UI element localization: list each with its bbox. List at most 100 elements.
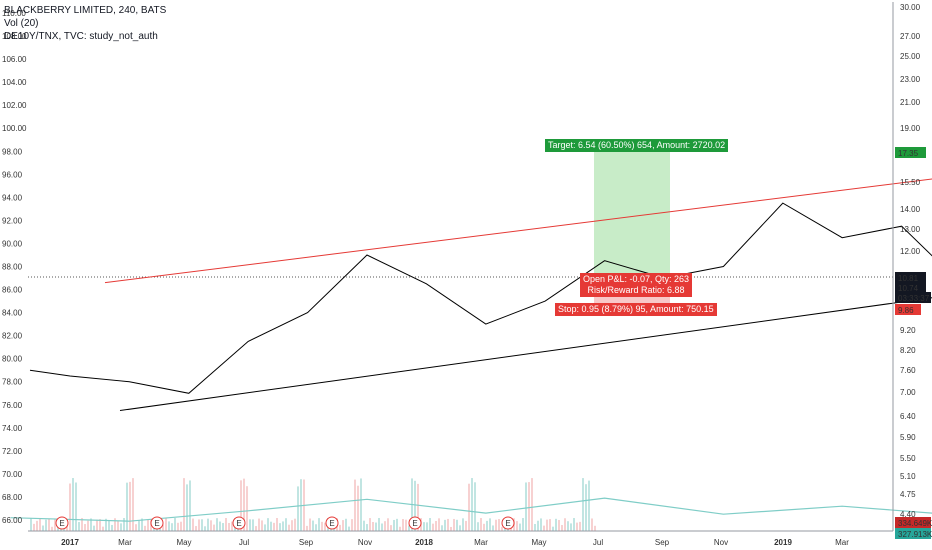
volume-bar [576,522,578,531]
volume-bar [354,479,356,531]
risk-reward-text: Risk/Reward Ratio: 6.88 [587,285,685,295]
volume-bar [348,526,350,531]
volume-bar [465,520,467,531]
volume-bar [72,478,74,531]
volume-bar [501,526,503,531]
earnings-marker-icon [325,516,339,530]
volume-bar [195,526,197,531]
volume-bar [522,518,524,531]
earnings-marker-label: E [154,519,159,528]
x-axis-tick-label: Mar [118,538,132,547]
volume-bar [432,523,434,531]
volume-bar [582,478,584,531]
volume-bar [270,521,272,531]
right-axis-tick-label: 8.20 [900,346,916,355]
volume-bar [492,525,494,531]
volume-bar [594,525,596,531]
x-axis-tick-label: Nov [714,538,728,547]
volume-bar [249,519,251,531]
volume-bar [228,522,230,531]
volume-bar [408,525,410,531]
right-axis-tick-label: 4.75 [900,490,916,499]
target-label[interactable]: Target: 6.54 (60.50%) 654, Amount: 2720.… [545,139,729,152]
left-axis-tick-label: 80.00 [2,355,23,364]
volume-bar [390,525,392,531]
volume-bar [363,520,365,531]
right-axis-tick-label: 21.00 [900,98,921,107]
volume-bar [372,521,374,531]
volume-bar [339,524,341,531]
x-axis-tick-label: 2017 [61,538,79,547]
price-tag [895,147,926,158]
right-axis-tick-label: 6.40 [900,412,916,421]
volume-bar [39,518,41,531]
legend-main-symbol[interactable]: BLACKBERRY LIMITED, 240, BATS [4,5,167,16]
volume-bar [219,521,221,531]
volume-bar [381,523,383,531]
left-axis-tick-label: 68.00 [2,493,23,502]
volume-bar [477,522,479,531]
volume-bar [393,519,395,531]
volume-bar [546,519,548,531]
volume-bar [414,480,416,531]
open-pnl-label[interactable]: Open P&L: -0.07, Qty: 263 Risk/Reward Ra… [580,273,693,297]
volume-bar [489,518,491,531]
chart-legend: BLACKBERRY LIMITED, 240, BATS Vol (20) D… [4,4,166,43]
right-axis-tick-label: 25.00 [900,52,921,61]
volume-bar [561,524,563,531]
left-axis-tick-label: 84.00 [2,309,23,318]
volume-bar [396,518,398,531]
left-axis-tick-label: 86.00 [2,286,23,295]
volume-bar [441,525,443,531]
right-axis-tick-label: 5.50 [900,454,916,463]
right-axis-tick-label: 12.00 [900,247,921,256]
volume-bar [429,518,431,531]
x-axis-tick-label: Nov [358,538,372,547]
left-axis-tick-label: 102.00 [2,101,27,110]
trend-lines[interactable] [104,137,932,412]
legend-compare[interactable]: DE10Y/TNX, TVC: study_not_auth [4,31,158,42]
volume-bar [138,520,140,531]
x-axis-tick-label: 2018 [415,538,433,547]
right-axis-tick-label: 5.90 [900,433,916,442]
earnings-marker-label: E [505,519,510,528]
volume-bar [99,519,101,531]
price-tag-label: 10.74 [898,284,919,293]
volume-bar [81,518,83,531]
volume-bar [375,522,377,531]
volume-bar [117,521,119,531]
volume-bar [558,520,560,531]
volume-bar [141,518,143,531]
volume-bar [216,518,218,531]
volume-bar [210,520,212,531]
volume-bar [573,518,575,531]
volume-bar [264,524,266,531]
volume-bar [309,518,311,531]
right-axis-tick-label: 4.40 [900,510,916,519]
volume-bar [177,522,179,531]
volume-bar [198,519,200,531]
legend-volume[interactable]: Vol (20) [4,18,39,29]
volume-bar [96,519,98,531]
earnings-marker-icon [55,516,69,530]
volume-bar [276,518,278,531]
earnings-marker-label: E [329,519,334,528]
price-tag [895,528,931,539]
volume-bar [180,521,182,531]
volume-bar [525,482,527,531]
volume-bar [102,526,104,531]
volume-bar [387,518,389,531]
volume-bar [366,524,368,531]
volume-bar [105,518,107,531]
left-axis-tick-label: 106.00 [2,55,27,64]
earnings-marker-label: E [412,519,417,528]
volume-bar [591,518,593,531]
stop-label[interactable]: Stop: 0.95 (8.79%) 95, Amount: 750.15 [555,303,717,316]
earnings-marker-icon [501,516,515,530]
volume-bar [222,523,224,531]
left-axis-tick-label: 96.00 [2,170,23,179]
volume-bar [306,525,308,531]
left-axis-tick-label: 76.00 [2,401,23,410]
